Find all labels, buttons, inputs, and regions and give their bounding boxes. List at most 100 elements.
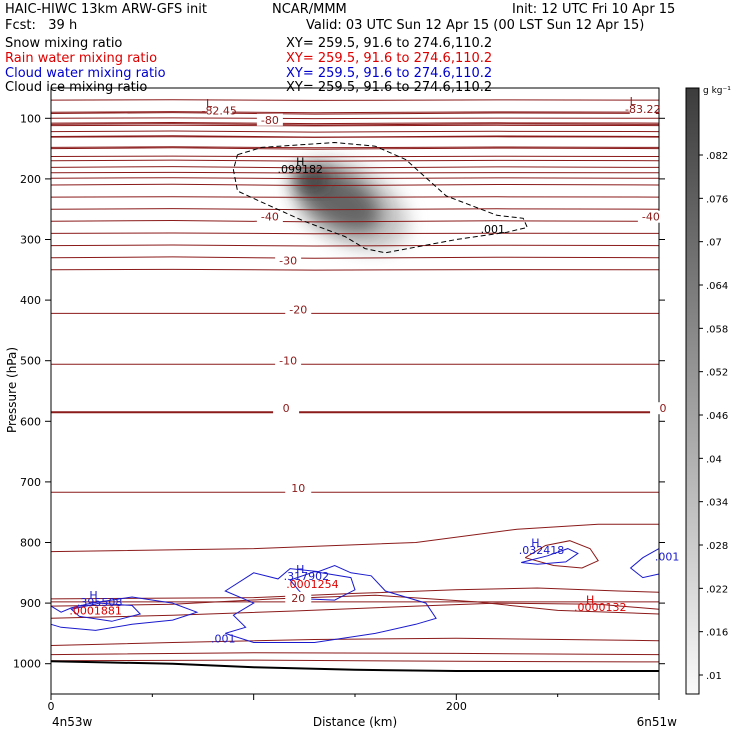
x-start-location: 4n53w xyxy=(52,715,93,729)
y-tick-label: 900 xyxy=(20,597,41,610)
x-tick-label: 200 xyxy=(446,700,467,713)
temperature-isoline xyxy=(50,523,659,553)
temperature-isoline xyxy=(50,99,660,101)
temperature-isoline xyxy=(50,121,660,125)
temperature-label: 20 xyxy=(291,592,305,605)
cloud-water-label: .001 xyxy=(211,632,236,645)
institution-label: NCAR/MMM xyxy=(272,2,347,17)
field-cloudwater-name: Cloud water mixing ratio xyxy=(5,66,166,81)
temperature-isoline xyxy=(50,232,660,235)
temperature-isoline xyxy=(50,602,660,619)
temperature-contours xyxy=(50,99,660,663)
temperature-isoline xyxy=(50,123,660,126)
axes: Pressure (hPa) Distance (km) 4n53w 6n51w… xyxy=(5,112,677,729)
temperature-isoline xyxy=(50,112,660,115)
temperature-isoline xyxy=(50,183,660,187)
cloud-water-max-marker: H xyxy=(296,563,304,576)
ground-line xyxy=(50,660,659,672)
temperature-label-bg xyxy=(650,402,677,415)
temperature-isoline xyxy=(50,268,660,271)
temperature-isoline xyxy=(50,159,660,162)
temperature-label: -80 xyxy=(261,114,279,127)
temperature-label: -40 xyxy=(261,211,279,224)
temperature-label: -10 xyxy=(279,354,297,367)
temperature-isoline xyxy=(50,256,660,259)
temperature-label-bg xyxy=(206,104,233,117)
temperature-isoline xyxy=(50,155,660,158)
temperature-label: 0 xyxy=(660,402,667,415)
colorbar-tick-label: .016 xyxy=(706,628,728,639)
colorbar-tick-label: .04 xyxy=(706,454,722,465)
rain-label: .0001254 xyxy=(286,578,339,591)
temperature-isoline xyxy=(50,177,660,180)
field-snow-name: Snow mixing ratio xyxy=(5,36,123,51)
colorbar-tick-label: .034 xyxy=(706,498,728,509)
cloud-water-max-marker: H xyxy=(89,589,97,602)
colorbar-tick-label: .07 xyxy=(706,238,722,249)
cloud-water-label: .317902 xyxy=(284,570,330,583)
y-tick-label: 100 xyxy=(20,112,41,125)
colorbar-tick-label: .082 xyxy=(706,151,728,162)
x-axis-label: Distance (km) xyxy=(313,715,397,729)
y-tick-label: 400 xyxy=(20,294,41,307)
temperature-isoline xyxy=(50,147,660,150)
colorbar-tick-label: .028 xyxy=(706,541,728,552)
colorbar: g kg⁻¹ .01 .016 .022 .028 .034 .04 .046 .052 .05… xyxy=(685,86,731,695)
cloud-water-contour xyxy=(521,548,579,565)
valid-time: Valid: 03 UTC Sun 12 Apr 15 (00 LST Sun … xyxy=(306,18,645,33)
colorbar-tick-label: .022 xyxy=(706,584,728,595)
cloud-ice-label: .001 xyxy=(481,223,506,236)
temperature-isoline xyxy=(50,652,660,656)
temperature-label: 0 xyxy=(283,402,290,415)
y-tick-label: 200 xyxy=(20,173,41,186)
temperature-label-bg xyxy=(285,591,312,604)
temperature-min-marker: L xyxy=(630,95,637,108)
colorbar-tick-label: .052 xyxy=(706,368,728,379)
y-tick-label: 600 xyxy=(20,415,41,428)
colorbar-unit: g kg⁻¹ xyxy=(703,86,731,96)
cloud-water-contour xyxy=(224,564,437,643)
temperature-isoline xyxy=(50,146,660,149)
temperature-isoline xyxy=(50,244,660,247)
temperature-isoline xyxy=(50,130,660,133)
temperature-isoline xyxy=(50,219,660,223)
colorbar-tick-label: .064 xyxy=(706,281,728,292)
colorbar-tick-label: .01 xyxy=(706,671,722,682)
temperature-label: -83.22 xyxy=(625,103,660,116)
temperature-label-bg xyxy=(285,303,312,316)
y-axis-label: Pressure (hPa) xyxy=(5,347,19,433)
temperature-label: 10 xyxy=(291,482,305,495)
cloud-water-contour xyxy=(70,602,142,622)
temperature-isoline xyxy=(50,196,660,198)
cloud-ice-contour-line xyxy=(232,141,529,254)
temperature-label: -30 xyxy=(279,254,297,267)
model-title: HAIC-HIWC 13km ARW-GFS init xyxy=(5,2,207,17)
snow-max-value: .099182 xyxy=(278,163,324,176)
temperature-isoline xyxy=(50,117,660,120)
cloud-water-label: .001 xyxy=(655,551,680,564)
cloud-water-contour xyxy=(50,596,199,631)
y-tick-label: 1000 xyxy=(13,658,41,671)
temperature-label-bg xyxy=(275,254,302,267)
forecast-hour: Fcst: 39 h xyxy=(5,18,78,33)
y-tick-label: 500 xyxy=(20,355,41,368)
temperature-isoline xyxy=(50,171,660,174)
temperature-closed-contour xyxy=(524,540,599,569)
temperature-min-marker: L xyxy=(206,97,213,110)
x-tick-label: 0 xyxy=(48,700,55,713)
temperature-label-bg xyxy=(273,402,300,415)
rain-label: .0000132 xyxy=(574,601,627,614)
temperature-label-bg xyxy=(637,210,664,223)
temperature-isoline xyxy=(50,637,660,646)
cloud-ice-contour xyxy=(232,141,529,254)
temperature-label-bg xyxy=(285,482,312,495)
temperature-isoline xyxy=(50,136,660,138)
terrain-line xyxy=(50,660,659,672)
colorbar-scale xyxy=(685,87,700,695)
cloud-water-max-marker: H xyxy=(531,537,539,550)
snow-max-marker: H xyxy=(296,156,304,169)
field-snow-xy: XY= 259.5, 91.6 to 274.6,110.2 xyxy=(286,36,493,51)
y-tick-label: 300 xyxy=(20,234,41,247)
